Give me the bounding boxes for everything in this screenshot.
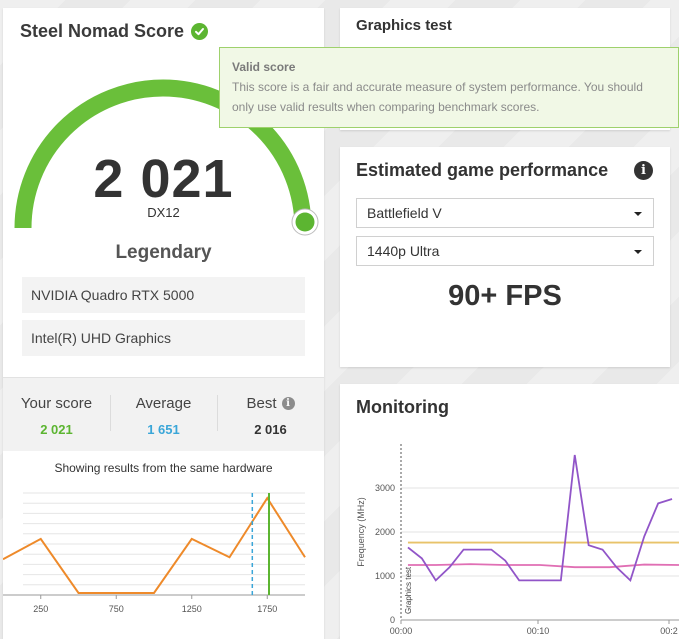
series-line — [407, 563, 679, 569]
score-tier: Legendary — [115, 242, 212, 263]
y-tick-label: 0 — [390, 615, 395, 625]
x-tick-label: 00:2 — [660, 626, 678, 636]
x-tick-label: 250 — [33, 604, 48, 614]
stat-your-score-label: Your score — [20, 395, 93, 412]
monitoring-chart: 0 1000 2000 3000 Frequency (MHz) Graphics tes… — [356, 444, 679, 636]
valid-check-icon[interactable] — [191, 23, 209, 40]
series-line — [407, 454, 673, 583]
stat-best-label: Best — [246, 395, 277, 412]
info-icon[interactable]: i — [634, 161, 653, 180]
stat-best: Best i 2 016 — [217, 378, 324, 451]
distribution-curve — [3, 496, 306, 594]
score-gauge — [14, 79, 319, 236]
score-value: 2 021 — [93, 149, 234, 209]
gauge-handle-dot — [295, 212, 315, 232]
chevron-down-icon — [634, 250, 642, 254]
stat-best-value: 2 016 — [254, 422, 287, 437]
distribution-chart: 250 750 1250 1750 — [3, 492, 306, 614]
monitoring-card: Monitoring 0 1000 2000 3000 Frequency (MHz) G… — [340, 384, 679, 639]
x-tick-label: 1750 — [257, 604, 277, 614]
stat-average: Average 1 651 — [110, 378, 217, 451]
distribution-caption: Showing results from the same hardware — [54, 461, 273, 475]
game-performance-card: Estimated game performance i Battlefield… — [340, 147, 670, 367]
monitoring-title: Monitoring — [356, 397, 449, 417]
x-tick-label: 00:10 — [527, 626, 550, 636]
game-performance-title: Estimated game performance — [356, 160, 609, 180]
tooltip-title: Valid score — [232, 60, 296, 74]
game-select-value: Battlefield V — [367, 205, 442, 221]
info-icon[interactable]: i — [281, 397, 295, 410]
stat-average-value: 1 651 — [147, 422, 180, 437]
chevron-down-icon — [634, 212, 642, 216]
stat-best-label-row: Best i — [246, 395, 295, 412]
fps-value: 90+ FPS — [448, 280, 562, 312]
x-tick-label: 750 — [109, 604, 124, 614]
score-api: DX12 — [147, 205, 180, 220]
hardware-igpu: Intel(R) UHD Graphics — [22, 320, 305, 356]
y-tick-label: 1000 — [375, 571, 395, 581]
score-title-row: Steel Nomad Score — [20, 21, 209, 42]
graphics-test-title: Graphics test — [356, 17, 452, 34]
hardware-gpu: NVIDIA Quadro RTX 5000 — [22, 277, 305, 313]
tooltip-text: This score is a fair and accurate measur… — [232, 80, 643, 114]
preset-select[interactable]: 1440p Ultra — [356, 236, 654, 266]
stat-your-score: Your score 2 021 — [3, 378, 110, 451]
score-stats: Your score 2 021 Average 1 651 Best i 2 … — [3, 377, 324, 451]
y-tick-label: 2000 — [375, 527, 395, 537]
x-tick-label: 00:00 — [390, 626, 413, 636]
graphics-test-annotation: Graphics test — [404, 566, 413, 614]
stat-average-label: Average — [135, 395, 192, 412]
y-axis-label: Frequency (MHz) — [356, 497, 366, 567]
game-select[interactable]: Battlefield V — [356, 198, 654, 228]
gauge-arc — [14, 79, 312, 229]
stat-your-score-value: 2 021 — [40, 422, 73, 437]
y-tick-label: 3000 — [375, 483, 395, 493]
x-tick-label: 1250 — [182, 604, 202, 614]
preset-select-value: 1440p Ultra — [367, 243, 440, 259]
valid-score-tooltip: Valid score This score is a fair and acc… — [219, 47, 679, 128]
score-title: Steel Nomad Score — [20, 21, 185, 41]
